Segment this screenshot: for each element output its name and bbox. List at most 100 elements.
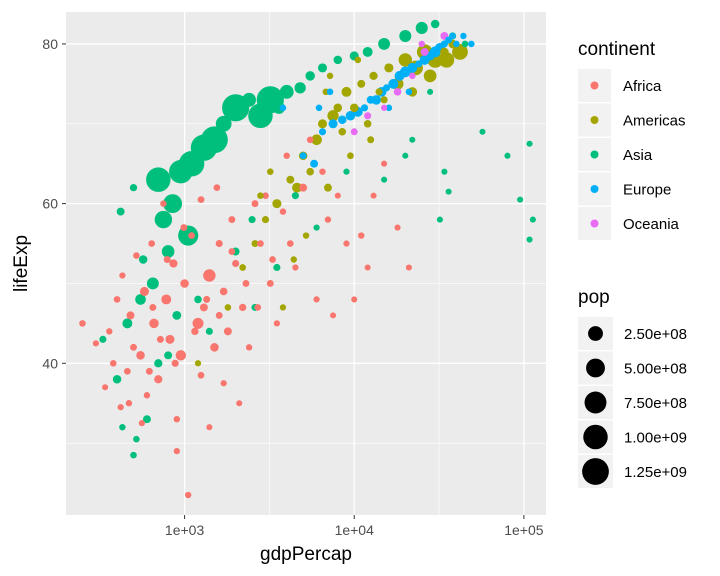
data-point-africa — [161, 294, 172, 305]
data-point-asia — [279, 84, 294, 99]
size-legend-label: 2.50e+08 — [624, 326, 687, 343]
data-point-africa — [206, 424, 213, 431]
data-point-africa — [175, 350, 186, 361]
data-point-africa — [143, 392, 151, 399]
data-point-africa — [124, 367, 131, 375]
data-point-americas — [380, 96, 388, 104]
data-point-africa — [262, 192, 269, 199]
data-point-americas — [452, 44, 468, 60]
legend: continent Africa Americas Asia Europe Oceani… — [578, 39, 687, 488]
data-point-asia — [294, 82, 306, 94]
data-point-africa — [245, 344, 253, 351]
legend-label-asia: Asia — [623, 147, 653, 164]
data-point-oceania — [380, 104, 388, 111]
data-point-africa — [180, 224, 188, 232]
data-point-asia — [172, 310, 182, 320]
x-tick-label: 1e+04 — [335, 522, 375, 538]
data-point-americas — [367, 136, 375, 144]
data-point-americas — [398, 53, 412, 67]
data-point-africa — [173, 447, 180, 455]
data-point-africa — [242, 280, 250, 287]
size-legend-label: 5.00e+08 — [624, 361, 687, 378]
color-legend-title: continent — [578, 39, 656, 60]
data-point-asia — [116, 207, 125, 216]
data-point-africa — [188, 232, 195, 239]
data-point-americas — [349, 103, 359, 113]
data-point-americas — [338, 127, 347, 136]
data-point-asia — [248, 103, 273, 129]
data-point-africa — [292, 264, 299, 271]
data-point-asia — [154, 359, 163, 368]
data-point-americas — [279, 304, 287, 311]
data-point-americas — [326, 72, 334, 80]
data-point-asia — [146, 167, 171, 192]
data-point-asia — [305, 71, 315, 81]
data-point-africa — [286, 240, 294, 247]
data-point-asia — [526, 140, 533, 147]
data-point-europe — [394, 70, 405, 81]
data-point-africa — [160, 200, 167, 207]
data-point-americas — [369, 71, 378, 80]
data-point-asia — [163, 194, 183, 214]
data-point-americas — [272, 199, 282, 209]
data-point-asia — [194, 295, 202, 304]
data-point-asia — [504, 152, 511, 159]
data-point-americas — [347, 152, 354, 160]
data-point-africa — [257, 240, 264, 247]
size-legend-dot — [584, 391, 607, 414]
data-point-americas — [251, 240, 259, 248]
data-point-asia — [99, 335, 107, 343]
data-point-americas — [311, 134, 322, 146]
data-point-europe — [388, 78, 399, 89]
data-point-americas — [286, 175, 295, 184]
data-point-africa — [119, 272, 126, 279]
size-legend-label: 1.00e+09 — [624, 430, 687, 447]
data-point-africa — [215, 239, 223, 248]
y-axis-title: lifeExp — [11, 235, 32, 292]
data-point-oceania — [418, 40, 425, 48]
y-tick-label: 40 — [42, 355, 58, 371]
data-points — [79, 19, 536, 499]
data-point-asia — [479, 128, 486, 135]
legend-dot-asia — [590, 150, 599, 159]
data-point-africa — [228, 216, 236, 224]
data-point-europe — [449, 32, 456, 40]
data-point-africa — [106, 328, 113, 335]
data-point-africa — [203, 295, 211, 303]
data-point-africa — [139, 286, 149, 296]
data-point-africa — [92, 340, 100, 347]
data-point-asia — [381, 176, 388, 183]
color-legend: Africa Americas Asia Europe Oceania — [578, 69, 686, 240]
data-point-asia — [142, 415, 151, 424]
size-legend-label: 1.25e+09 — [624, 464, 687, 481]
legend-label-africa: Africa — [623, 78, 662, 95]
size-legend-dot — [586, 358, 605, 378]
data-point-asia — [205, 327, 213, 335]
data-point-europe — [468, 40, 475, 48]
data-point-africa — [156, 335, 164, 343]
data-point-europe — [318, 128, 327, 136]
data-point-africa — [130, 343, 137, 351]
legend-dot-europe — [590, 185, 599, 193]
data-point-africa — [110, 360, 117, 367]
data-point-europe — [337, 115, 347, 125]
data-point-asia — [362, 46, 373, 57]
data-point-asia — [399, 29, 412, 42]
size-legend-dot — [582, 458, 609, 485]
data-point-africa — [223, 327, 232, 336]
data-point-africa — [79, 320, 86, 327]
data-point-africa — [192, 317, 204, 329]
data-point-africa — [351, 296, 358, 303]
data-point-americas — [239, 264, 247, 271]
data-point-asia — [343, 168, 350, 175]
data-point-africa — [169, 259, 178, 268]
data-point-europe — [315, 104, 323, 112]
data-point-americas — [341, 86, 352, 97]
data-point-europe — [405, 88, 413, 96]
data-point-africa — [145, 367, 153, 375]
data-point-europe — [385, 104, 393, 112]
data-point-africa — [113, 296, 121, 303]
data-point-americas — [306, 167, 314, 176]
legend-label-europe: Europe — [623, 182, 671, 199]
